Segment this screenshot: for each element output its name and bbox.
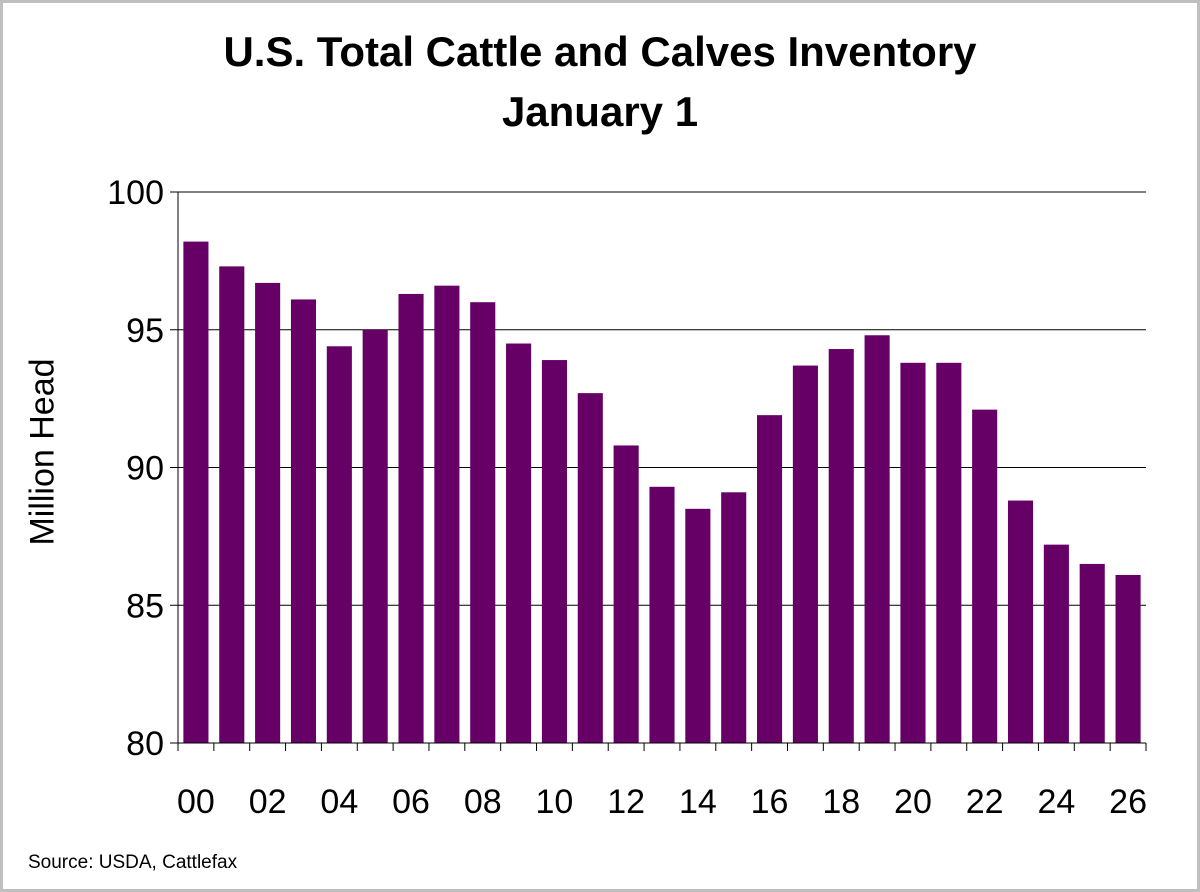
bar-16 (757, 415, 783, 743)
bar-07 (434, 285, 460, 743)
bar-15 (721, 492, 747, 743)
bar-26 (1115, 574, 1141, 743)
y-tick-label: 100 (107, 174, 164, 212)
x-tick-label: 02 (249, 783, 287, 821)
chart-title: U.S. Total Cattle and Calves Inventory J… (0, 22, 1200, 142)
bar-12 (613, 445, 639, 743)
chart-subtitle: January 1 (501, 88, 699, 135)
y-tick-label: 95 (126, 312, 164, 350)
x-tick-label: 26 (1109, 783, 1147, 821)
bar-18 (828, 349, 854, 743)
bar-03 (290, 299, 317, 743)
bar-20 (900, 362, 926, 743)
bar-06 (398, 293, 424, 743)
chart-title-line: U.S. Total Cattle and Calves Inventory (223, 28, 977, 75)
tick-labels: 80 85 90 95 100 00 02 04 06 08 10 12 14 16 18 20 22 24 26 (107, 174, 1147, 821)
x-tick-label: 08 (464, 783, 502, 821)
x-tick-label: 04 (320, 783, 358, 821)
bar-13 (649, 486, 675, 743)
bar-09 (506, 343, 532, 743)
x-tick-label: 06 (392, 783, 430, 821)
bar-24 (1043, 544, 1069, 743)
bar-02 (255, 282, 281, 743)
x-tick-label: 14 (679, 783, 717, 821)
x-tick-label: 12 (607, 783, 645, 821)
x-tick-label: 16 (751, 783, 789, 821)
bar-25 (1079, 563, 1105, 743)
x-tick-label: 10 (536, 783, 574, 821)
bar-17 (792, 365, 818, 743)
bar-21 (936, 362, 962, 743)
bar-23 (1007, 500, 1034, 743)
bar-05 (362, 329, 388, 743)
bar-14 (685, 508, 711, 743)
bar-08 (470, 302, 496, 743)
x-tick-label: 18 (822, 783, 860, 821)
bar-22 (972, 409, 998, 743)
bar-11 (577, 393, 603, 743)
bar-01 (219, 266, 245, 743)
axes (170, 191, 1147, 751)
x-tick-label: 22 (966, 783, 1004, 821)
x-tick-label: 20 (894, 783, 932, 821)
y-tick-label: 80 (126, 725, 164, 763)
x-tick-label: 00 (177, 783, 215, 821)
source-note: Source: USDA, Cattlefax (28, 852, 238, 873)
bar-04 (326, 346, 352, 743)
y-tick-label: 85 (126, 587, 164, 625)
bar-19 (864, 335, 890, 743)
bars (183, 241, 1141, 743)
bar-10 (541, 360, 567, 743)
y-tick-label: 90 (126, 450, 164, 488)
bar-00 (183, 241, 209, 743)
x-tick-label: 24 (1037, 783, 1075, 821)
